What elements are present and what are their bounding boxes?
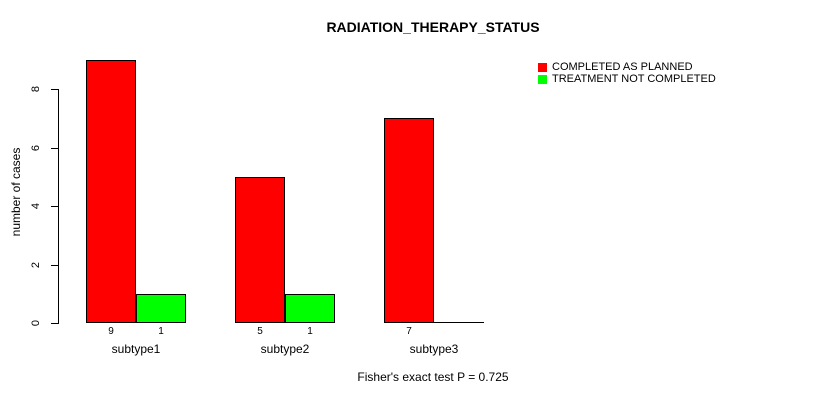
bar-value-label: 9 (108, 326, 114, 337)
y-axis-tick (51, 89, 58, 90)
y-axis-tick (51, 206, 58, 207)
bar-value-label: 5 (257, 326, 263, 337)
bar-value-label: 1 (158, 326, 164, 337)
bar-completed-subtype1 (86, 59, 136, 323)
y-axis-tick-label: 6 (30, 144, 42, 151)
bar-completed-subtype2 (235, 176, 285, 323)
y-axis-label: number of cases (9, 147, 23, 237)
y-axis-tick-label: 2 (30, 261, 42, 268)
y-axis-line (58, 89, 59, 324)
legend-swatch-completed (538, 63, 547, 72)
bar-not-completed-subtype2 (285, 293, 335, 323)
legend: COMPLETED AS PLANNED TREATMENT NOT COMPL… (538, 62, 716, 86)
bar-value-label: 1 (307, 326, 313, 337)
y-axis-tick-label: 4 (30, 202, 42, 210)
legend-swatch-not-completed (538, 75, 547, 84)
y-axis-tick-label: 0 (30, 319, 42, 327)
bar-completed-subtype3 (384, 118, 434, 323)
y-axis-tick-label: 8 (30, 85, 42, 93)
legend-item-not-completed: TREATMENT NOT COMPLETED (538, 74, 716, 85)
fisher-test-caption: Fisher's exact test P = 0.725 (357, 370, 509, 384)
bar-zero-line-not-completed-subtype3 (434, 322, 484, 323)
x-category-label-subtype1: subtype1 (111, 342, 161, 356)
bar-value-label: 7 (406, 326, 412, 337)
legend-item-completed: COMPLETED AS PLANNED (538, 62, 716, 73)
bar-not-completed-subtype1 (136, 293, 186, 323)
chart-title: RADIATION_THERAPY_STATUS (326, 19, 540, 35)
y-axis-tick (51, 147, 58, 149)
legend-label-not-completed: TREATMENT NOT COMPLETED (552, 73, 716, 85)
x-category-label-subtype3: subtype3 (409, 342, 459, 356)
y-axis-tick (51, 264, 58, 266)
y-axis-tick (51, 323, 58, 324)
legend-label-completed: COMPLETED AS PLANNED (552, 61, 693, 73)
x-category-label-subtype2: subtype2 (260, 342, 310, 356)
